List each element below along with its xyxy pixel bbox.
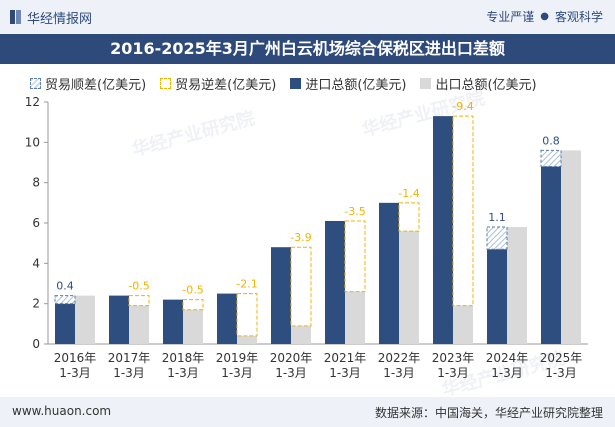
x-tick-label: 2022年 [378, 351, 421, 365]
import-bar [379, 202, 399, 344]
y-tick-label: 10 [25, 135, 40, 149]
x-tick-label: 2021年 [324, 351, 367, 365]
y-tick-label: 6 [32, 216, 40, 230]
x-tick-label: 2016年 [54, 351, 97, 365]
export-bar [291, 325, 311, 344]
import-bar [433, 116, 453, 344]
x-tick-label: 1-3月 [275, 366, 307, 380]
balance-data-label: -0.5 [182, 284, 203, 297]
legend-item-surplus: 贸易顺差(亿美元) [30, 74, 146, 93]
legend-item-deficit: 贸易逆差(亿美元) [160, 74, 276, 93]
deficit-bar [344, 220, 366, 293]
header-bar: 华经情报网 专业严谨 ● 客观科学 [0, 0, 615, 34]
legend-item-export: 出口总额(亿美元) [420, 74, 537, 93]
chart-legend: 贸易顺差(亿美元) 贸易逆差(亿美元) 进口总额(亿美元) 出口总额(亿美元) [30, 74, 537, 93]
export-bar [237, 335, 257, 344]
export-bar [507, 227, 527, 344]
tagline-1: 专业严谨 [486, 10, 535, 24]
export-bar [183, 309, 203, 344]
deficit-bar [236, 293, 258, 337]
legend-item-import: 进口总额(亿美元) [290, 74, 406, 93]
balance-data-label: -9.4 [452, 100, 473, 113]
deficit-bar [182, 299, 204, 311]
y-tick-label: 12 [25, 95, 40, 109]
x-tick-label: 2025年 [540, 351, 583, 365]
import-bar [325, 220, 345, 344]
balance-data-label: 0.8 [542, 134, 560, 147]
x-tick-label: 2019年 [216, 351, 259, 365]
export-bar [561, 150, 581, 344]
x-tick-label: 1-3月 [545, 366, 577, 380]
legend-label-surplus: 贸易顺差(亿美元) [45, 78, 147, 93]
export-bar [345, 291, 365, 344]
legend-label-export: 出口总额(亿美元) [435, 78, 537, 93]
y-tick-label: 0 [32, 337, 40, 351]
export-bar [75, 295, 95, 344]
import-bar [55, 303, 75, 344]
x-tick-label: 1-3月 [221, 366, 253, 380]
balance-data-label: -3.5 [344, 205, 365, 218]
footer: www.huaon.com 数据来源：中国海关，华经产业研究院整理 [0, 397, 615, 427]
balance-data-label: -3.9 [290, 231, 311, 244]
y-tick-label: 2 [32, 297, 40, 311]
x-tick-label: 1-3月 [329, 366, 361, 380]
brand-name: 华经情报网 [27, 11, 93, 27]
import-bar [541, 166, 561, 344]
x-tick-label: 1-3月 [437, 366, 469, 380]
export-bar [453, 305, 473, 344]
chart-title: 2016-2025年3月广州白云机场综合保税区进出口差额 [0, 34, 615, 64]
legend-swatch-import [290, 78, 302, 89]
x-tick-label: 1-3月 [491, 366, 523, 380]
deficit-bar [290, 246, 312, 327]
legend-swatch-export [420, 78, 432, 89]
x-tick-label: 1-3月 [59, 366, 91, 380]
surplus-bar [486, 226, 508, 250]
import-bar [271, 247, 291, 344]
x-tick-label: 1-3月 [167, 366, 199, 380]
export-bar [129, 305, 149, 344]
import-bar [487, 249, 507, 344]
x-tick-label: 2018年 [162, 351, 205, 365]
footer-url: www.huaon.com [12, 404, 112, 418]
y-tick-label: 8 [32, 176, 40, 190]
surplus-bar [540, 149, 562, 168]
tagline: 专业严谨 ● 客观科学 [486, 8, 603, 25]
balance-data-label: 1.1 [488, 211, 506, 224]
brand-logo-icon [10, 10, 21, 24]
x-tick-label: 2017年 [108, 351, 151, 365]
balance-data-label: -1.4 [398, 187, 419, 200]
surplus-bar [54, 295, 76, 305]
x-tick-label: 2024年 [486, 351, 529, 365]
import-bar [163, 299, 183, 344]
balance-data-label: -2.1 [236, 278, 257, 291]
legend-swatch-surplus [30, 78, 41, 89]
balance-data-label: -0.5 [128, 280, 149, 293]
x-tick-label: 2020年 [270, 351, 313, 365]
export-bar [399, 231, 419, 344]
x-tick-label: 1-3月 [383, 366, 415, 380]
brand: 华经情报网 [10, 8, 93, 27]
bullet-icon: ● [540, 11, 549, 22]
x-tick-label: 2023年 [432, 351, 475, 365]
y-tick-label: 4 [32, 256, 40, 270]
deficit-bar [128, 295, 150, 307]
legend-label-deficit: 贸易逆差(亿美元) [175, 78, 277, 93]
legend-swatch-deficit [160, 78, 172, 89]
tagline-2: 客观科学 [554, 10, 603, 24]
chart-plot: 0246810120.42016年1-3月-0.52017年1-3月-0.520… [25, 95, 588, 380]
import-bar [217, 293, 237, 344]
legend-label-import: 进口总额(亿美元) [305, 78, 407, 93]
deficit-bar [452, 115, 474, 307]
x-tick-label: 1-3月 [113, 366, 145, 380]
balance-data-label: 0.4 [56, 280, 74, 293]
import-bar [109, 295, 129, 344]
deficit-bar [398, 202, 420, 232]
footer-source: 数据来源：中国海关，华经产业研究院整理 [374, 406, 603, 420]
